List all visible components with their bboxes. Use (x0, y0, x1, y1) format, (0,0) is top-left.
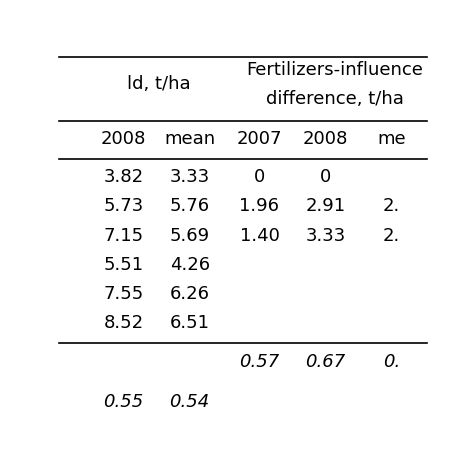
Text: ld, t/ha: ld, t/ha (127, 75, 190, 93)
Text: 0.54: 0.54 (170, 392, 210, 410)
Text: 3.33: 3.33 (305, 227, 346, 245)
Text: 2007: 2007 (237, 130, 282, 148)
Text: 0: 0 (320, 168, 331, 186)
Text: 5.51: 5.51 (103, 256, 144, 274)
Text: 0.57: 0.57 (239, 353, 280, 371)
Text: 2008: 2008 (101, 130, 146, 148)
Text: 2008: 2008 (303, 130, 348, 148)
Text: 7.55: 7.55 (103, 285, 144, 303)
Text: 0.: 0. (383, 353, 401, 371)
Text: 1.96: 1.96 (239, 197, 280, 215)
Text: difference, t/ha: difference, t/ha (266, 90, 404, 108)
Text: 8.52: 8.52 (103, 314, 144, 332)
Text: Fertilizers-influence: Fertilizers-influence (246, 61, 423, 79)
Text: 2.: 2. (383, 227, 401, 245)
Text: 5.73: 5.73 (103, 197, 144, 215)
Text: 4.26: 4.26 (170, 256, 210, 274)
Text: 0.67: 0.67 (305, 353, 346, 371)
Text: 2.91: 2.91 (306, 197, 346, 215)
Text: 0: 0 (254, 168, 265, 186)
Text: 6.26: 6.26 (170, 285, 210, 303)
Text: 0.55: 0.55 (103, 392, 144, 410)
Text: me: me (377, 130, 406, 148)
Text: 1.40: 1.40 (239, 227, 279, 245)
Text: 2.: 2. (383, 197, 401, 215)
Text: 3.33: 3.33 (170, 168, 210, 186)
Text: 3.82: 3.82 (103, 168, 144, 186)
Text: 5.69: 5.69 (170, 227, 210, 245)
Text: 5.76: 5.76 (170, 197, 210, 215)
Text: 6.51: 6.51 (170, 314, 210, 332)
Text: mean: mean (164, 130, 215, 148)
Text: 7.15: 7.15 (103, 227, 144, 245)
